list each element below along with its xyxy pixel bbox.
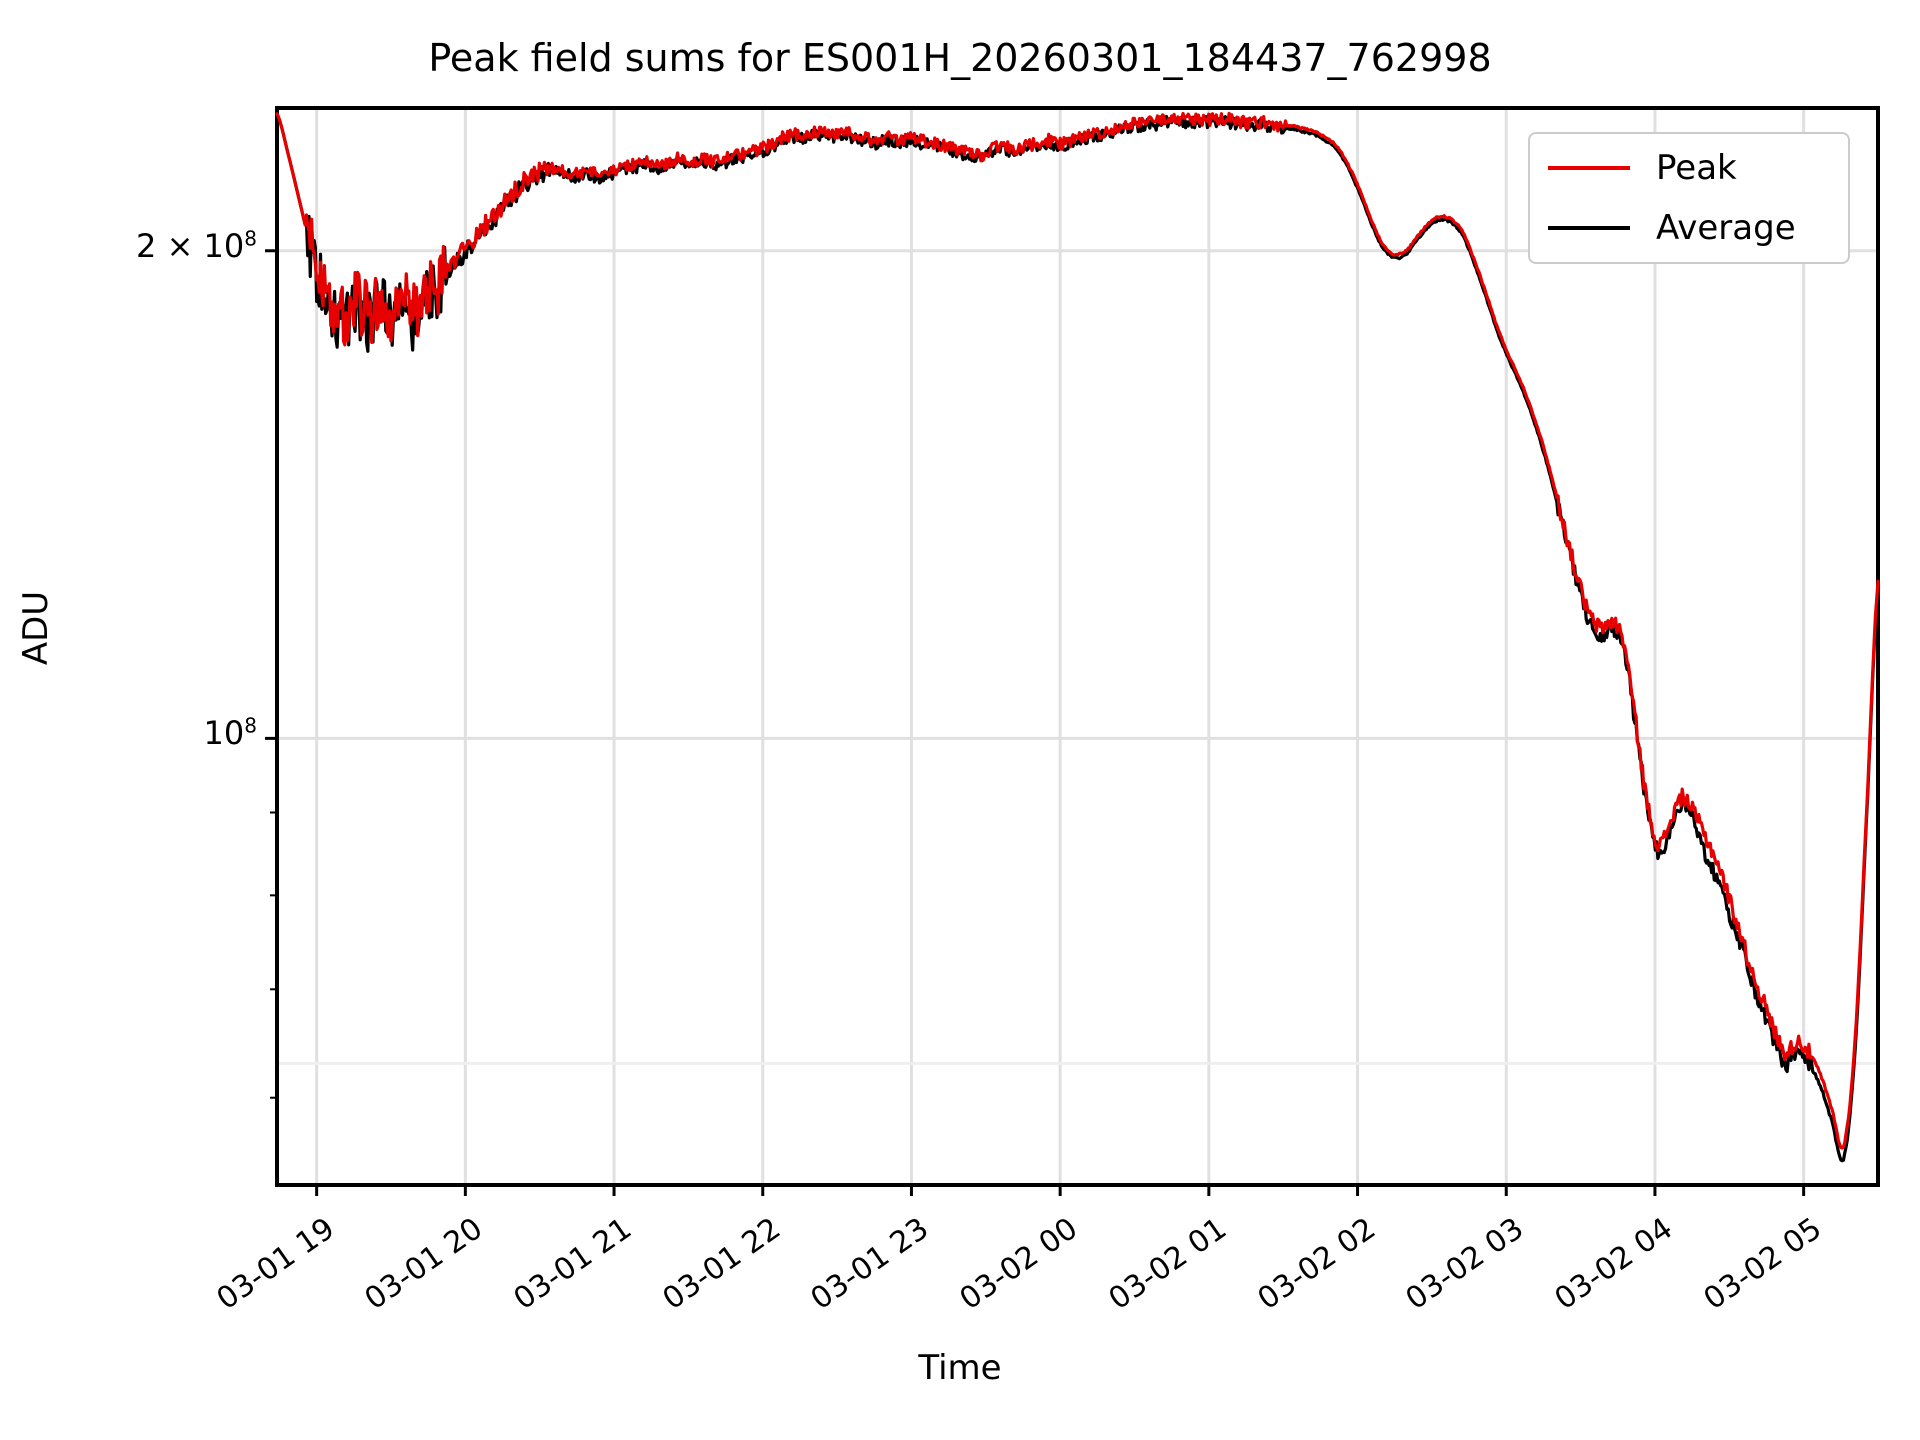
legend-label-average: Average xyxy=(1656,208,1796,248)
axis-ticks xyxy=(265,249,1806,1196)
series-line-average xyxy=(275,112,1880,1163)
legend-swatch-peak xyxy=(1548,166,1630,170)
legend-label-peak: Peak xyxy=(1656,148,1737,188)
page-title: Peak field sums for ES001H_20260301_1844… xyxy=(428,36,1492,80)
legend-item-peak: Peak xyxy=(1530,140,1852,196)
plot-frame xyxy=(275,106,1880,1187)
y-tick-label: 108 xyxy=(204,714,257,752)
y-tick-exponent: 8 xyxy=(244,226,257,251)
legend: Peak Average xyxy=(1528,132,1850,264)
data-series xyxy=(275,111,1880,1163)
legend-item-average: Average xyxy=(1530,200,1852,256)
y-tick-label: 2 × 108 xyxy=(136,227,257,265)
y-tick-mantissa: 10 xyxy=(203,714,245,753)
gridlines xyxy=(277,108,1878,1185)
series-line-peak xyxy=(275,111,1880,1150)
y-tick-mantissa: 2 × 10 xyxy=(136,226,245,265)
y-tick-exponent: 8 xyxy=(244,713,257,738)
legend-swatch-average xyxy=(1548,226,1630,230)
x-axis-label: Time xyxy=(918,1348,1002,1388)
